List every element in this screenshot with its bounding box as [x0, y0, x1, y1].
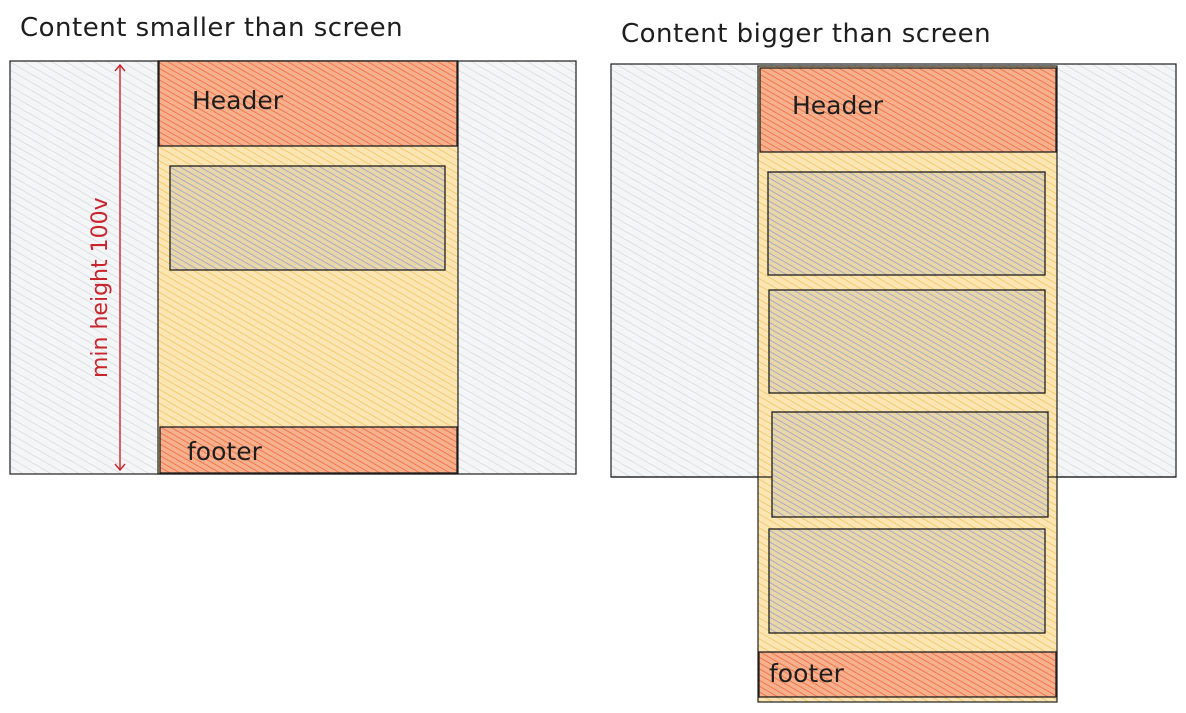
right-content-block — [768, 528, 1046, 634]
right-diagram: Content bigger than screen Header footer — [610, 19, 1177, 703]
right-header-label: Header — [792, 91, 884, 120]
right-diagram-title: Content bigger than screen — [621, 19, 991, 49]
left-footer-label: footer — [187, 437, 263, 466]
left-header-label: Header — [192, 86, 284, 115]
min-height-dimension: min height 100v — [88, 63, 126, 472]
left-content-block — [169, 165, 446, 271]
right-footer-label: footer — [769, 659, 845, 688]
right-content-block — [768, 289, 1046, 394]
left-diagram: Content smaller than screen Header foote… — [9, 13, 577, 475]
right-footer: footer — [758, 651, 1057, 698]
right-content-block — [767, 171, 1046, 276]
right-header: Header — [759, 67, 1057, 153]
min-height-label: min height 100v — [88, 197, 113, 378]
left-footer: footer — [159, 426, 458, 474]
right-content-block — [771, 411, 1049, 518]
left-diagram-title: Content smaller than screen — [20, 13, 403, 43]
left-header: Header — [158, 60, 458, 147]
